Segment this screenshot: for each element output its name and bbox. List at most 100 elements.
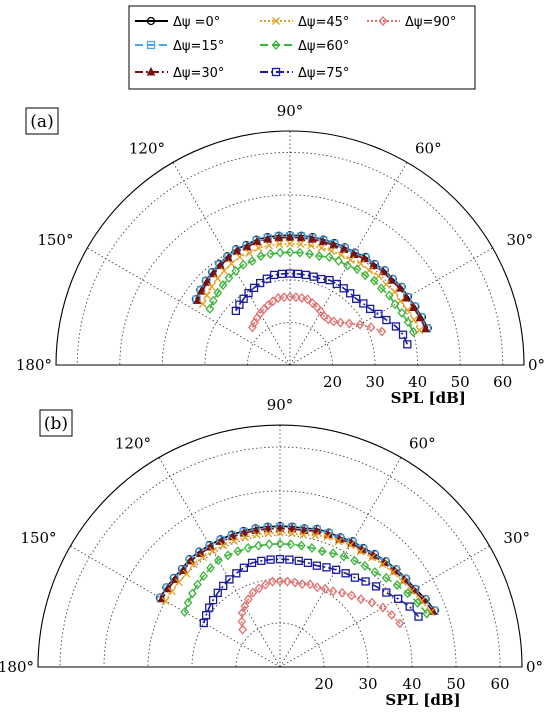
data-point xyxy=(189,560,198,569)
legend-label: Δψ=75° xyxy=(298,66,349,81)
data-point xyxy=(322,563,331,572)
data-point xyxy=(167,587,176,596)
data-point xyxy=(196,548,205,557)
data-point xyxy=(293,269,303,279)
data-point xyxy=(382,315,391,325)
data-point xyxy=(290,577,300,588)
data-point xyxy=(305,248,314,259)
data-point xyxy=(264,539,274,550)
data-point xyxy=(218,280,228,291)
data-point xyxy=(390,299,400,310)
grid-ring xyxy=(103,490,457,668)
radius-tick-label: 20 xyxy=(323,373,342,391)
data-point xyxy=(285,291,295,302)
data-point xyxy=(219,541,228,550)
data-point xyxy=(231,306,240,315)
data-point xyxy=(256,278,265,288)
data-point xyxy=(303,558,313,568)
data-point xyxy=(296,232,306,242)
grid-ring xyxy=(119,194,461,366)
data-point xyxy=(216,260,225,270)
data-point xyxy=(243,543,253,553)
data-point xyxy=(309,272,318,281)
angle-tick-label: 150° xyxy=(37,231,73,249)
data-point xyxy=(286,539,296,550)
data-point xyxy=(277,269,287,279)
grid-spoke xyxy=(70,545,281,668)
angle-tick-label: 180° xyxy=(16,356,52,374)
grid-spoke xyxy=(279,457,402,668)
data-point xyxy=(254,583,264,594)
data-point xyxy=(317,243,326,252)
data-point xyxy=(378,560,387,569)
data-point xyxy=(334,537,343,546)
grid-ring xyxy=(191,578,369,668)
panel-label-box xyxy=(25,107,59,135)
legend-label: Δψ=30° xyxy=(173,66,224,81)
grid-ring xyxy=(59,446,501,668)
data-point xyxy=(186,555,196,565)
data-point xyxy=(199,618,208,628)
data-point xyxy=(307,234,317,243)
data-point xyxy=(336,317,345,328)
data-point xyxy=(299,530,308,539)
data-point xyxy=(295,247,305,258)
legend-label: Δψ=15° xyxy=(173,39,224,54)
angle-tick-label: 30° xyxy=(507,231,534,249)
panel-label: (b) xyxy=(44,414,68,434)
angle-tick-label: 120° xyxy=(129,139,165,157)
series-6 xyxy=(237,576,405,635)
legend-marker xyxy=(146,66,156,76)
data-point xyxy=(252,530,261,539)
radius-tick-label: 20 xyxy=(314,675,333,693)
legend-marker xyxy=(272,17,280,25)
data-point xyxy=(275,555,285,564)
data-point xyxy=(387,609,397,620)
data-point xyxy=(198,300,207,308)
data-point xyxy=(374,309,383,319)
data-point xyxy=(398,330,408,339)
data-point xyxy=(401,292,411,302)
data-point xyxy=(283,576,292,587)
data-point xyxy=(311,531,320,540)
data-point xyxy=(206,541,216,551)
data-point xyxy=(285,269,295,278)
data-point xyxy=(275,240,284,249)
data-point xyxy=(350,573,360,582)
data-point xyxy=(332,279,341,289)
data-point xyxy=(244,289,253,298)
data-point xyxy=(237,616,247,627)
data-point xyxy=(182,569,191,578)
data-point xyxy=(356,594,366,605)
data-point xyxy=(275,538,285,549)
legend-marker xyxy=(271,40,281,50)
data-point xyxy=(275,576,285,587)
polar-panel-b: 0° 30° 60° 90° 120° 150° 180° 20 30 40 50 60 SPL [dB… xyxy=(0,396,543,709)
radius-tick-label: 60 xyxy=(490,675,509,693)
data-point xyxy=(369,260,378,270)
data-point xyxy=(395,618,405,629)
data-point xyxy=(407,587,416,596)
data-point xyxy=(238,259,248,270)
data-point xyxy=(230,536,239,545)
data-point xyxy=(201,611,211,620)
data-point xyxy=(223,550,233,561)
data-point xyxy=(268,576,277,587)
data-point xyxy=(318,236,328,246)
data-point xyxy=(325,276,334,285)
data-point xyxy=(413,597,422,608)
data-point xyxy=(350,555,359,566)
axis-label: SPL [dB] xyxy=(385,691,460,709)
data-point xyxy=(268,296,278,307)
series-line xyxy=(240,580,401,630)
data-point xyxy=(415,326,424,335)
data-point xyxy=(328,586,338,597)
data-point xyxy=(388,568,397,577)
data-point xyxy=(285,247,295,258)
data-point xyxy=(233,546,243,557)
data-point xyxy=(305,579,315,590)
angle-tick-label: 90° xyxy=(277,102,304,120)
data-point xyxy=(367,553,376,562)
data-point xyxy=(224,272,234,283)
data-point xyxy=(346,289,355,298)
